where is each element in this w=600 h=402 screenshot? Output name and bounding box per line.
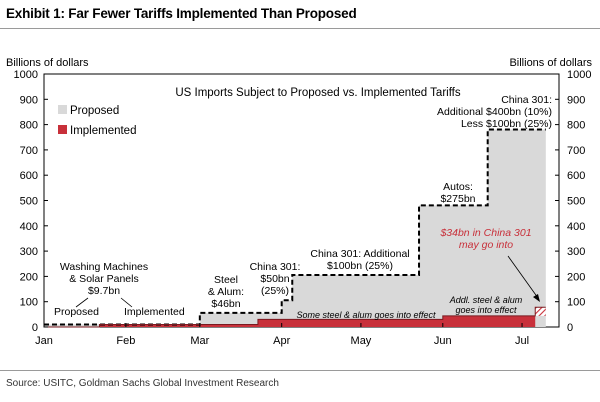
series-proposed-area [44,129,546,327]
y-tick-label-left: 1000 [14,69,38,81]
svg-text:Autos:: Autos: [443,181,473,193]
exhibit-title: Exhibit 1: Far Fewer Tariffs Implemented… [6,6,357,21]
chart-title: US Imports Subject to Proposed vs. Imple… [175,87,461,99]
y-tick-label-right: 300 [567,246,585,258]
annotation-implemented: Implemented [124,306,185,318]
y-tick-label-right: 600 [567,170,585,182]
arrowhead-china-34 [533,294,540,302]
annotation-steel-effect: Some steel & alum goes into effect [296,310,436,320]
legend-swatch-proposed [58,105,67,114]
legend-label-implemented: Implemented [70,125,136,137]
x-tick-label-apr: Apr [273,335,290,347]
y-tick-label-left: 0 [32,322,38,334]
x-tick-label-jan: Jan [35,335,53,347]
top-rule [0,28,600,29]
annotation-china-400: China 301: Additional $400bn (10%) Less … [437,94,552,130]
y-tick-label-right: 500 [567,196,585,208]
y-tick-label-right: 400 [567,221,585,233]
svg-text:Additional $400bn (10%): Additional $400bn (10%) [437,106,552,118]
svg-text:Less $100bn (25%): Less $100bn (25%) [461,118,552,130]
svg-text:$46bn: $46bn [211,298,240,310]
annotation-china-50: China 301: $50bn (25%) [250,261,301,297]
y-tick-label-left: 400 [20,221,38,233]
arrow-implemented [120,297,133,308]
source-note: Source: USITC, Goldman Sachs Global Inve… [6,378,279,389]
svg-text:(25%): (25%) [261,285,289,297]
arrow-proposed [75,297,89,308]
x-tick-label-jun: Jun [434,335,452,347]
annotation-addl-steel: Addl. steel & alum goes into effect [449,295,523,315]
annotation-proposed: Proposed [54,306,99,318]
svg-text:goes into effect: goes into effect [455,305,517,315]
x-tick-label-jul: Jul [515,335,529,347]
svg-text:China 301:: China 301: [250,261,301,273]
y-tick-label-right: 1000 [567,69,591,81]
y-tick-label-right: 100 [567,297,585,309]
x-tick-label-feb: Feb [116,335,135,347]
svg-text:$34bn in China 301: $34bn in China 301 [439,227,531,239]
svg-text:& Solar Panels: & Solar Panels [69,273,138,285]
y-tick-label-left: 300 [20,246,38,258]
annotation-china-34: $34bn in China 301 may go into [439,227,531,251]
svg-text:Steel: Steel [214,274,238,286]
series-pending-hatch [535,307,546,316]
y-tick-label-right: 700 [567,145,585,157]
svg-text:$9.7bn: $9.7bn [88,285,120,297]
svg-text:& Alum:: & Alum: [208,286,244,298]
y-tick-label-left: 200 [20,271,38,283]
y-axis-label-left: Billions of dollars [6,57,89,69]
x-tick-label-mar: Mar [190,335,209,347]
y-tick-label-right: 200 [567,271,585,283]
annotation-china-100: China 301: Additional $100bn (25%) [310,248,409,272]
arrow-china-34 [507,255,539,299]
y-tick-label-left: 600 [20,170,38,182]
bottom-rule [0,370,600,371]
annotation-washing: Washing Machines & Solar Panels $9.7bn [60,261,148,297]
y-tick-label-left: 100 [20,297,38,309]
svg-text:Washing Machines: Washing Machines [60,261,148,273]
svg-text:China 301: Additional: China 301: Additional [310,248,409,260]
x-tick-label-may: May [351,335,372,347]
y-tick-label-left: 700 [20,145,38,157]
annotation-autos: Autos: $275bn [440,181,475,205]
y-tick-label-right: 800 [567,120,585,132]
y-tick-label-left: 800 [20,120,38,132]
annotation-steel: Steel & Alum: $46bn [208,274,244,310]
y-tick-label-left: 500 [20,196,38,208]
legend-swatch-implemented [58,125,67,134]
series-implemented-line [44,306,546,328]
series-implemented-area [44,315,536,327]
svg-text:$100bn (25%): $100bn (25%) [327,260,393,272]
y-tick-label-right: 900 [567,94,585,106]
svg-text:may go into: may go into [459,239,513,251]
y-tick-label-right: 0 [567,322,573,334]
svg-text:$275bn: $275bn [440,193,475,205]
legend-label-proposed: Proposed [70,105,119,117]
y-axis-label-right: Billions of dollars [509,57,592,69]
y-tick-label-left: 900 [20,94,38,106]
svg-text:$50bn: $50bn [260,273,289,285]
svg-text:Addl. steel & alum: Addl. steel & alum [449,295,523,305]
svg-text:China 301:: China 301: [501,94,552,106]
